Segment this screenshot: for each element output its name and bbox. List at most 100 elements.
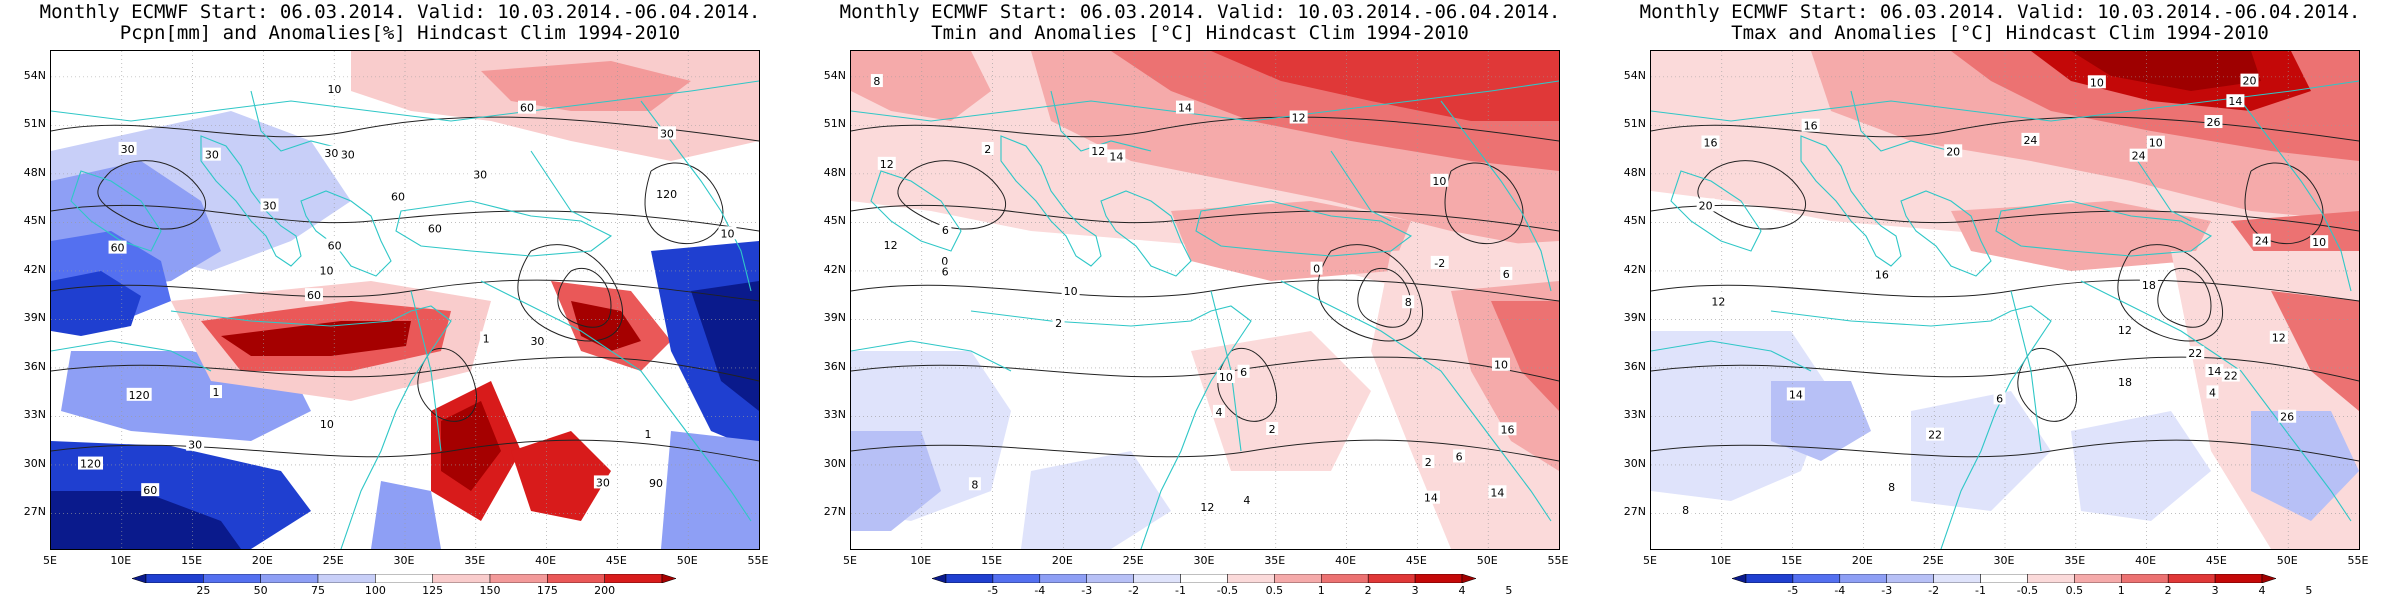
contour-label: 12 [1709,294,1728,309]
contour-label: 2 [981,141,994,156]
contour-label: 90 [647,476,666,490]
contour-label: 6 [1500,266,1513,281]
contour-label-text: 14 [1109,151,1123,164]
colorbar-swatch [260,574,319,583]
contour-label-box [1801,118,1820,132]
contour-label: 14 [1488,485,1507,499]
colorbar-swatch [2214,574,2263,583]
contour-label-text: 10 [2312,236,2326,249]
anomaly-shading-region [2071,411,2211,521]
contour-label: 26 [2204,115,2223,129]
contour-label-text: 30 [660,127,674,140]
longitude-label: 45E [605,554,627,567]
colorbar-swatch [1792,574,1841,583]
latitude-label: 54N [823,68,846,82]
contour-label-box [518,100,537,114]
contour-label: 60 [304,288,323,302]
longitude-label: 55E [747,554,769,567]
contour-label-box [209,385,222,399]
contour-label: 8 [1679,503,1692,517]
colorbar-extend-high [661,574,676,583]
contour-label-text: -2 [1434,257,1445,270]
anomaly-shading-region [1191,331,1371,471]
contour-label-box [325,82,344,96]
contour-label-box [2278,409,2297,423]
anomaly-shading-region [2271,291,2359,411]
contour-label-box [78,456,104,470]
contour-line [2157,268,2212,328]
coastline [2080,280,2352,522]
coastline [1670,170,1762,252]
contour-label-box [1786,387,1805,401]
contour-label-box [968,477,981,491]
contour-label-text: 22 [2188,347,2202,360]
contour-label-text: 90 [649,477,663,490]
coastline [1000,135,1102,267]
contour-label-text: 22 [2224,370,2238,383]
contour-label-text: 2 [984,143,991,156]
contour-label: 0 [1310,261,1323,276]
latitude-label: 51N [823,117,846,131]
contour-label: 4 [1240,493,1253,507]
contour-line [851,279,1559,302]
latitude-label: 27N [823,505,846,519]
colorbar-tick-label: 0.5 [1265,584,1284,597]
contour-label-box [1696,198,1715,212]
longitude-label: 10E [110,554,132,567]
contour-label-text: 30 [530,335,544,348]
contour-line [1357,268,1412,328]
contour-label-box [325,238,344,252]
colorbar-tick-label: 1 [2117,584,2125,597]
contour-line [851,439,1559,462]
contour-label-text: 1 [644,428,651,441]
anomaly-shading-region [2071,51,2261,91]
contour-label: 1 [480,331,493,345]
contour-label: 8 [870,74,883,88]
contour-label: 10 [2310,235,2329,249]
colorbar-tick-label: 25 [196,584,211,597]
longitude-label: 5E [843,554,857,567]
contour-label-text: 1 [212,386,219,399]
latitude-label: 51N [23,117,46,131]
contour-label: 8 [1885,479,1898,494]
contour-label-text: 10 [319,265,333,278]
coastline [51,340,212,372]
contour-label: 30 [338,147,357,161]
contour-label-text: 14 [2228,95,2242,108]
contour-label: 14 [1175,100,1194,115]
colorbar-tick-label: -0.5 [1216,584,1239,597]
colorbar-swatch [1745,574,1794,583]
anomaly-shading-region [481,61,691,111]
colorbar-tick-label: -5 [1787,584,1799,597]
contour-label-box [2240,73,2259,87]
panel-title-line-1: Monthly ECMWF Start: 06.03.2014. Valid: … [1639,1,2361,23]
anomaly-shading-region [1171,201,1411,281]
colorbar-extend-low [932,574,947,583]
contour-label: 120 [126,387,152,402]
contour-label-box [1492,357,1511,371]
contour-label: 20 [1944,144,1963,158]
contour-label-box [2087,75,2106,89]
contour-label-text: 30 [188,439,202,452]
contour-label-text: 2 [1425,456,1432,469]
longitude-label: 5E [43,554,57,567]
contour-label-box [118,141,137,155]
coastline [300,190,392,277]
contour-label: 10 [317,263,336,278]
colorbar [1732,574,2276,583]
contour-label: 14 [1107,149,1126,164]
contour-label: 6 [1453,449,1466,463]
contour-label-box [2269,330,2288,344]
contour-label: 60 [325,238,344,252]
contour-label: 24 [2252,233,2271,248]
longitude-label: 45E [1405,554,1427,567]
longitude-label: 25E [322,554,344,567]
contour-label-box [2221,368,2240,382]
colorbar-swatch [1227,574,1275,583]
longitude-label: 15E [181,554,203,567]
contour-label-text: 14 [1178,102,1192,115]
contour-label-text: 14 [2207,365,2221,378]
map-frame: 0 2 -2 0 2 4 6 2 8 6 2 10 12 14 10 12 6 4 12 14 16 10 12 14 14 6 8… [850,50,1560,550]
contour-label-box [939,264,952,278]
map-frame: 8 6 4 10 12 8 10 14 16 12 14 18 20 22 24 26 14 16 20 22 24 12… [1650,50,2360,550]
